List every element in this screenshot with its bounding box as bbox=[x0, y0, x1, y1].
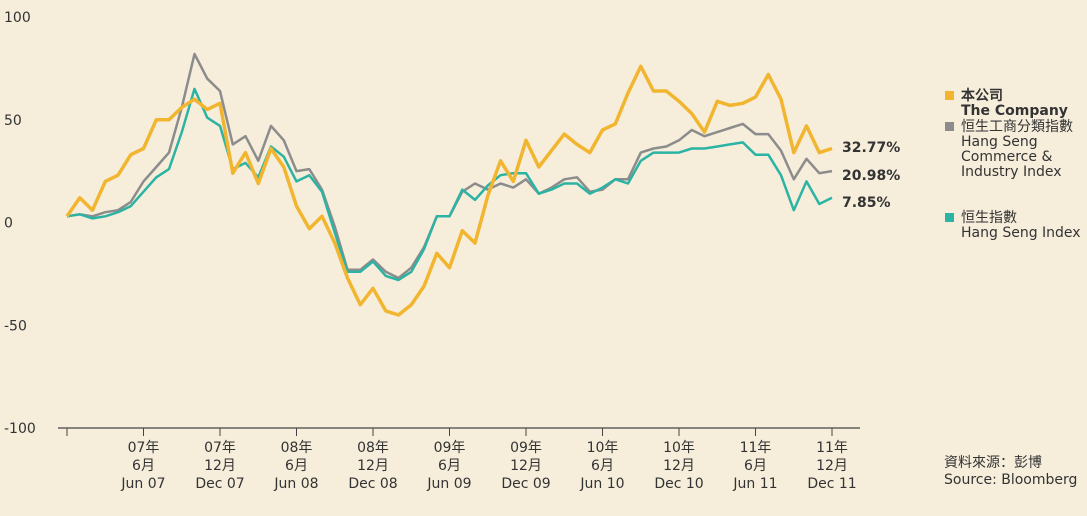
x-tick-label: Dec 09 bbox=[501, 476, 550, 492]
legend-swatch bbox=[945, 91, 954, 100]
x-tick-label: 12月 bbox=[663, 458, 695, 474]
end-label: 7.85% bbox=[842, 195, 891, 211]
x-tick-label: 6月 bbox=[591, 458, 614, 474]
legend-label: Hang Seng bbox=[961, 134, 1038, 150]
x-tick-label: Jun 08 bbox=[273, 476, 318, 492]
y-tick-label: -50 bbox=[4, 318, 27, 334]
source: 資料來源：彭博 bbox=[944, 454, 1042, 471]
legend-swatch bbox=[945, 213, 954, 222]
x-tick-label: 08年 bbox=[357, 440, 389, 456]
x-tick-label: 6月 bbox=[744, 458, 767, 474]
x-tick-label: Dec 11 bbox=[807, 476, 856, 492]
y-tick-label: -100 bbox=[4, 421, 36, 437]
y-tick-label: 50 bbox=[4, 113, 22, 129]
x-tick-label: 6月 bbox=[285, 458, 308, 474]
y-tick-label: 100 bbox=[4, 10, 31, 26]
series-line bbox=[66, 52, 833, 280]
x-tick-label: 12月 bbox=[816, 458, 848, 474]
x-tick-label: 10年 bbox=[587, 440, 619, 456]
x-tick-label: 07年 bbox=[204, 440, 236, 456]
x-tick-label: 09年 bbox=[434, 440, 466, 456]
x-tick-label: Dec 07 bbox=[195, 476, 244, 492]
x-tick-label: 08年 bbox=[281, 440, 313, 456]
legend-label: Commerce & bbox=[961, 149, 1052, 165]
x-tick-label: 10年 bbox=[663, 440, 695, 456]
x-tick-label: Jun 07 bbox=[120, 476, 165, 492]
x-tick-label: 6月 bbox=[132, 458, 155, 474]
end-label: 20.98% bbox=[842, 168, 900, 184]
legend-swatch bbox=[945, 122, 954, 131]
x-tick-label: Jun 10 bbox=[579, 476, 624, 492]
legend-label: 本公司 bbox=[961, 87, 1003, 104]
legend-label: 恒生工商分類指數 bbox=[961, 119, 1073, 135]
x-tick-label: Dec 10 bbox=[654, 476, 703, 492]
source: Source: Bloomberg bbox=[944, 472, 1077, 488]
legend-label: 恒生指數 bbox=[961, 210, 1017, 226]
x-tick-label: 07年 bbox=[128, 440, 160, 456]
x-tick-label: 6月 bbox=[438, 458, 461, 474]
x-tick-label: 09年 bbox=[510, 440, 542, 456]
x-tick-label: Dec 08 bbox=[348, 476, 397, 492]
x-tick-label: Jun 11 bbox=[732, 476, 777, 492]
y-tick-label: 0 bbox=[4, 216, 13, 232]
series-line bbox=[66, 87, 833, 282]
x-tick-label: 12月 bbox=[204, 458, 236, 474]
legend-label: Hang Seng Index bbox=[961, 225, 1081, 241]
x-tick-label: 11年 bbox=[740, 440, 772, 456]
legend-label: Industry Index bbox=[961, 164, 1062, 180]
series-line bbox=[65, 64, 833, 317]
x-tick-label: Jun 09 bbox=[426, 476, 471, 492]
x-tick-label: 11年 bbox=[816, 440, 848, 456]
legend-label: The Company bbox=[961, 103, 1068, 119]
x-tick-label: 12月 bbox=[510, 458, 542, 474]
x-tick-label: 12月 bbox=[357, 458, 389, 474]
end-label: 32.77% bbox=[842, 140, 900, 156]
